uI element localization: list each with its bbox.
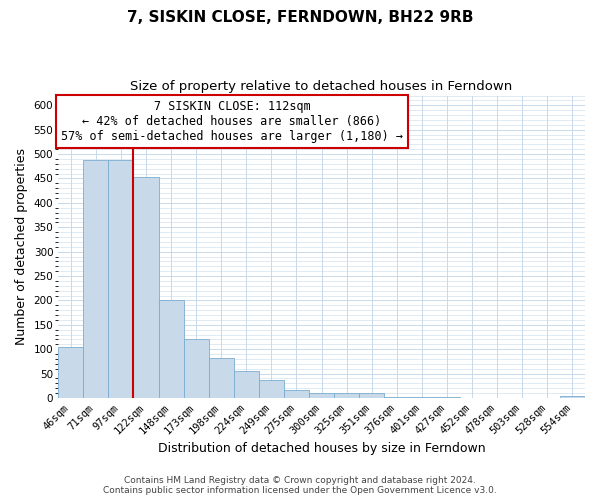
Bar [334, 393, 359, 398]
Bar [385, 397, 409, 398]
X-axis label: Distribution of detached houses by size in Ferndown: Distribution of detached houses by size … [158, 442, 485, 455]
Text: 7 SISKIN CLOSE: 112sqm
← 42% of detached houses are smaller (866)
57% of semi-de: 7 SISKIN CLOSE: 112sqm ← 42% of detached… [61, 100, 403, 143]
Bar [409, 397, 434, 398]
Bar [284, 390, 309, 398]
Y-axis label: Number of detached properties: Number of detached properties [15, 148, 28, 346]
Text: Contains HM Land Registry data © Crown copyright and database right 2024.
Contai: Contains HM Land Registry data © Crown c… [103, 476, 497, 495]
Bar [184, 340, 209, 398]
Bar [209, 358, 234, 398]
Bar [359, 393, 385, 398]
Bar [560, 396, 585, 398]
Title: Size of property relative to detached houses in Ferndown: Size of property relative to detached ho… [130, 80, 513, 93]
Bar [83, 160, 109, 398]
Bar [259, 380, 284, 398]
Bar [234, 371, 259, 398]
Text: 7, SISKIN CLOSE, FERNDOWN, BH22 9RB: 7, SISKIN CLOSE, FERNDOWN, BH22 9RB [127, 10, 473, 25]
Bar [133, 177, 158, 398]
Bar [58, 347, 83, 398]
Bar [309, 392, 334, 398]
Bar [434, 397, 460, 398]
Bar [109, 160, 133, 398]
Bar [158, 300, 184, 398]
